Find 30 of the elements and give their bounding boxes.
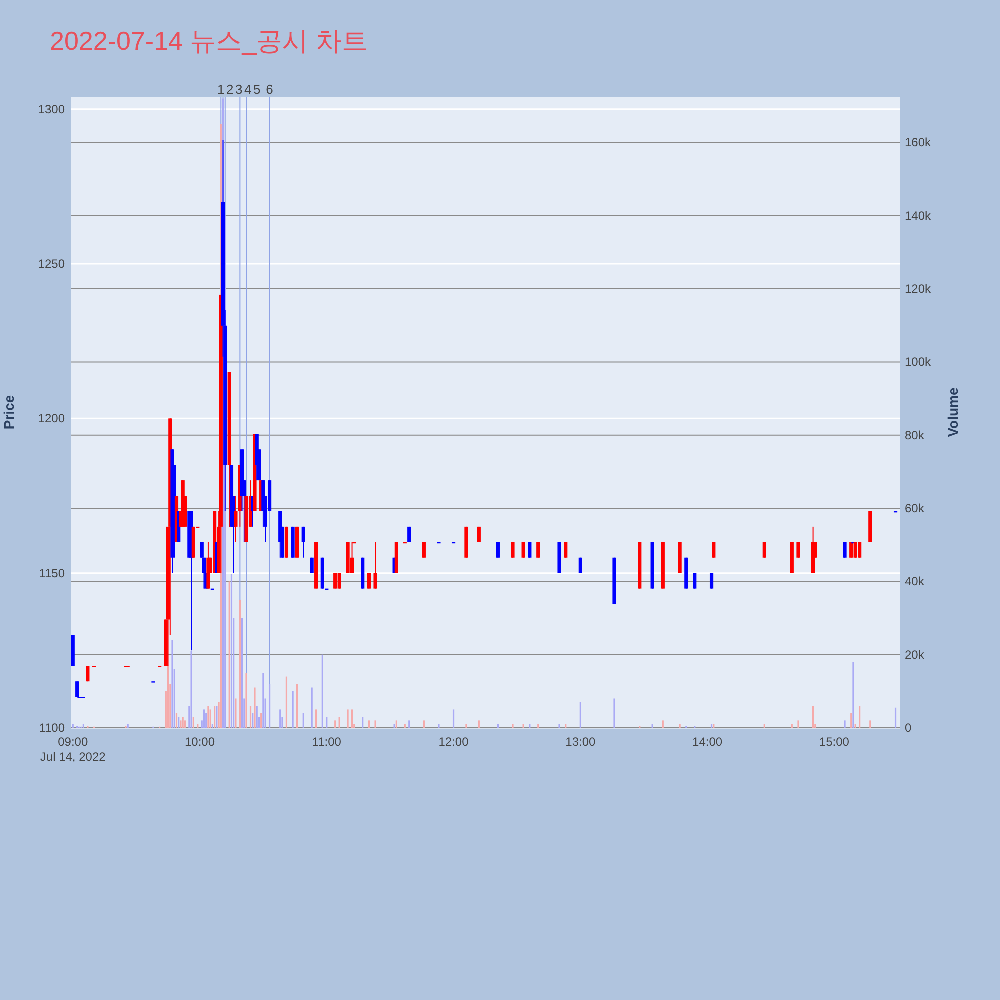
y2-tick-label: 80k	[905, 428, 926, 442]
y-tick-label: 1100	[39, 721, 66, 735]
chart-title: 2022-07-14 뉴스_공시 차트	[50, 26, 368, 56]
x-tick-label: 10:00	[184, 735, 216, 749]
ref-line-label: 1	[218, 82, 225, 97]
y2-tick-label: 140k	[905, 208, 932, 223]
y2-axis-title: Volume	[945, 388, 961, 438]
ref-line-label: 5	[254, 82, 261, 97]
y-tick-label: 1250	[38, 257, 66, 272]
y-tick-label: 1200	[38, 412, 66, 426]
ref-line-label: 4	[244, 82, 252, 97]
x-tick-label: 12:00	[438, 735, 470, 749]
y2-tick-label: 120k	[905, 282, 932, 296]
x-tick-label: 13:00	[566, 735, 596, 749]
x-tick-label: 09:00 Jul 14, 2022	[40, 735, 106, 764]
y2-tick-label: 0	[905, 721, 912, 735]
x-tick-label: 15:00	[819, 735, 850, 749]
ref-line-label: 2	[226, 82, 234, 97]
ref-line-label: 6	[266, 82, 274, 97]
y2-tick-label: 40k	[905, 574, 926, 589]
y2-tick-label: 60k	[905, 502, 926, 516]
y-tick-label: 1300	[38, 102, 66, 116]
x-tick-label: 14:00	[692, 735, 723, 749]
y-tick-label: 1150	[39, 566, 66, 580]
ref-line-label: 3	[236, 82, 243, 97]
y2-tick-label: 160k	[905, 136, 932, 150]
y2-tick-label: 100k	[905, 355, 932, 370]
y2-tick-label: 20k	[905, 648, 926, 662]
x-tick-label: 11:00	[312, 735, 342, 749]
y-axis-title: Price	[1, 395, 17, 430]
